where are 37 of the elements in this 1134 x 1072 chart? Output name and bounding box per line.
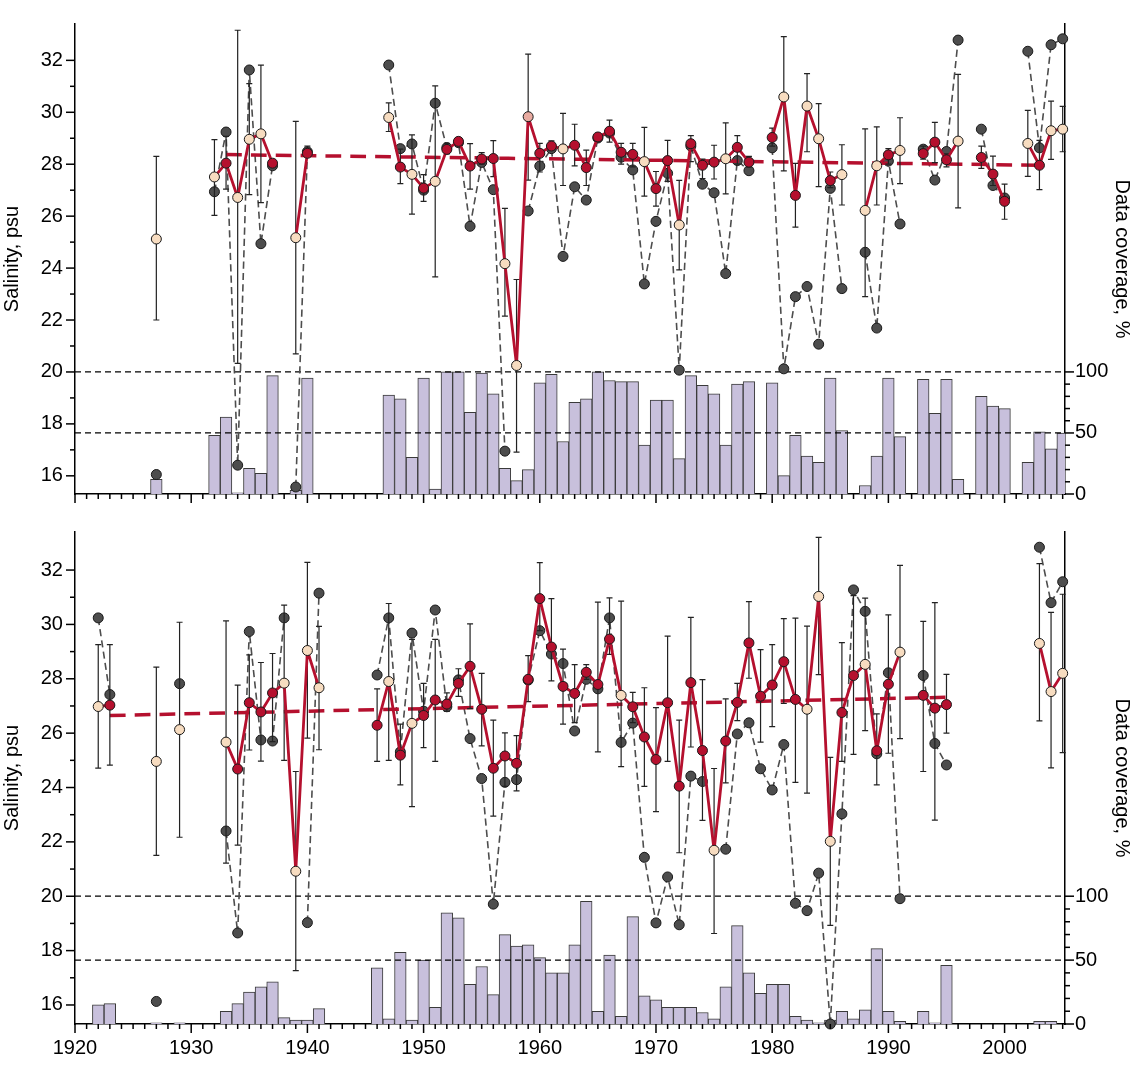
y-tick-label: 24: [40, 775, 63, 798]
y-tick-label: 26: [40, 203, 63, 226]
y-tick-label: 20: [40, 359, 63, 382]
x-tick-label: 1940: [285, 1035, 330, 1058]
y2-tick-label: 0: [1075, 481, 1087, 504]
y-tick-label: 28: [40, 151, 63, 174]
y2-tick-label: 50: [1075, 420, 1098, 443]
x-tick-label: 1980: [749, 1035, 795, 1058]
x-tick-label: 1920: [52, 1035, 98, 1058]
y-tick-label: 28: [40, 666, 63, 689]
y-tick-label: 30: [40, 611, 63, 634]
y-axis-title: Salinity, psu: [0, 724, 22, 832]
y-tick-label: 20: [40, 883, 63, 906]
y2-axis-title: Data coverage, %: [1112, 698, 1134, 858]
x-tick-label: 1970: [633, 1035, 679, 1058]
y-tick-label: 16: [40, 992, 63, 1015]
y-tick-label: 26: [40, 720, 63, 743]
x-tick-label: 2000: [982, 1035, 1027, 1058]
y2-axis-title: Data coverage, %: [1112, 179, 1134, 339]
x-tick-label: 1960: [517, 1035, 563, 1058]
y-axis-title: Salinity, psu: [0, 205, 22, 313]
y-tick-label: 32: [40, 557, 63, 580]
y-tick-label: 24: [40, 255, 63, 278]
y-tick-label: 22: [40, 829, 63, 852]
y-tick-label: 16: [40, 463, 63, 486]
y-tick-label: 30: [40, 99, 63, 122]
y-tick-label: 18: [40, 411, 63, 434]
y2-tick-label: 0: [1075, 1011, 1087, 1034]
x-tick-label: 1990: [866, 1035, 911, 1058]
y-tick-label: 32: [40, 47, 63, 70]
y-tick-label: 22: [40, 307, 63, 330]
y-tick-label: 18: [40, 938, 63, 961]
x-tick-label: 1930: [168, 1035, 214, 1058]
y2-tick-label: 50: [1075, 947, 1098, 970]
y2-tick-label: 100: [1075, 359, 1109, 382]
y2-tick-label: 100: [1075, 883, 1109, 906]
x-tick-label: 1950: [401, 1035, 446, 1058]
